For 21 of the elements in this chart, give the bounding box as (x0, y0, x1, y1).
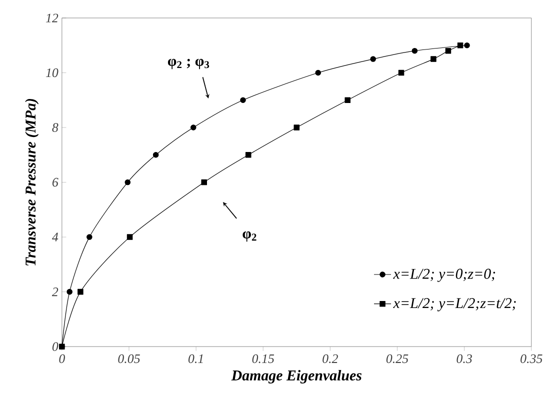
x-tick-label: 0.1 (188, 354, 203, 364)
y-tick-label: 10 (46, 68, 58, 78)
y-axis-title: Transverse Pressure (MPa) (25, 99, 39, 266)
x-tick-label: 0.35 (520, 354, 542, 364)
x-tick-label: 0.05 (118, 354, 140, 364)
y-tick-label: 12 (46, 14, 58, 22)
y-tick-label: 2 (52, 288, 58, 296)
x-tick-label: 0 (59, 354, 65, 364)
y-tick-label: 0 (52, 342, 58, 352)
y-tick-label: 4 (52, 233, 58, 242)
annotation: φ$_{2}$ ; φ$_{3}$ (168, 59, 210, 70)
legend-label: x=L/2; y=L/2;z=t/2; (393, 298, 516, 312)
x-axis-title: Damage Eigenvalues (231, 370, 362, 384)
x-tick-label: 0.25 (386, 354, 408, 364)
x-tick-label: 0.2 (322, 354, 338, 364)
annotation: φ$_{2}$ (242, 232, 256, 242)
x-tick-label: 0.3 (456, 354, 472, 364)
x-tick-label: 0.15 (252, 354, 274, 364)
y-tick-label: 6 (52, 178, 58, 187)
y-tick-label: 8 (52, 123, 58, 132)
legend-label: x=L/2; y=0;z=0; (393, 269, 496, 282)
